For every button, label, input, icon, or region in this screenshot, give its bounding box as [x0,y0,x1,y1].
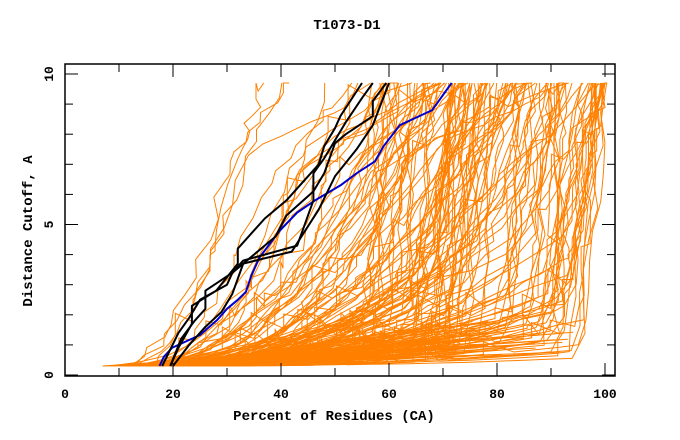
x-tick-label: 40 [273,387,289,402]
x-tick-labels: 0 20 40 60 80 100 [61,387,617,402]
model-curve [126,82,526,367]
model-curve [159,82,561,367]
model-curve [172,82,567,367]
series-black-3 [161,82,388,367]
model-curve [212,82,590,367]
y-axis-label: Distance Cutoff, A [21,155,37,307]
model-curve [141,82,385,367]
series-black-2 [169,82,374,367]
model-curve [176,323,468,367]
y-tick-labels: 0 5 10 [42,66,57,379]
model-curve [154,82,601,367]
model-curve [143,82,265,367]
plot-frame [64,63,616,377]
model-curve [175,82,584,367]
series-black-4 [172,82,390,367]
model-curve [165,351,560,367]
model-curve [140,82,514,367]
model-curve [146,82,445,367]
model-curve [186,335,464,367]
x-tick-label: 100 [593,387,617,402]
model-curve [155,328,348,367]
model-curve [113,82,482,367]
model-curve [183,354,503,367]
model-curve [164,341,563,367]
model-curve [120,82,464,367]
chart-title: T1073-D1 [313,18,380,34]
x-tick-label: 80 [489,387,505,402]
x-tick-label: 60 [381,387,397,402]
highlight-curves [158,82,453,367]
model-curves [102,82,608,367]
model-curve [145,319,362,367]
model-curve [143,82,399,367]
model-curve [117,82,283,367]
model-curve [166,82,371,367]
y-tick-label: 10 [42,66,57,82]
y-tick-label: 0 [42,371,57,379]
model-curve [109,82,441,367]
model-curve [185,338,377,367]
x-axis-label: Percent of Residues (CA) [233,409,435,425]
model-curve [120,82,533,367]
series-blue [158,82,453,367]
model-curve [195,82,517,367]
model-curve [112,82,290,367]
series-black-1 [169,82,363,367]
axis-ticks [64,64,615,376]
model-curve [149,82,385,367]
x-tick-label: 0 [61,387,69,402]
model-curve [127,82,446,367]
x-tick-label: 20 [165,387,181,402]
y-tick-label: 5 [42,220,57,228]
model-curve [144,82,440,367]
